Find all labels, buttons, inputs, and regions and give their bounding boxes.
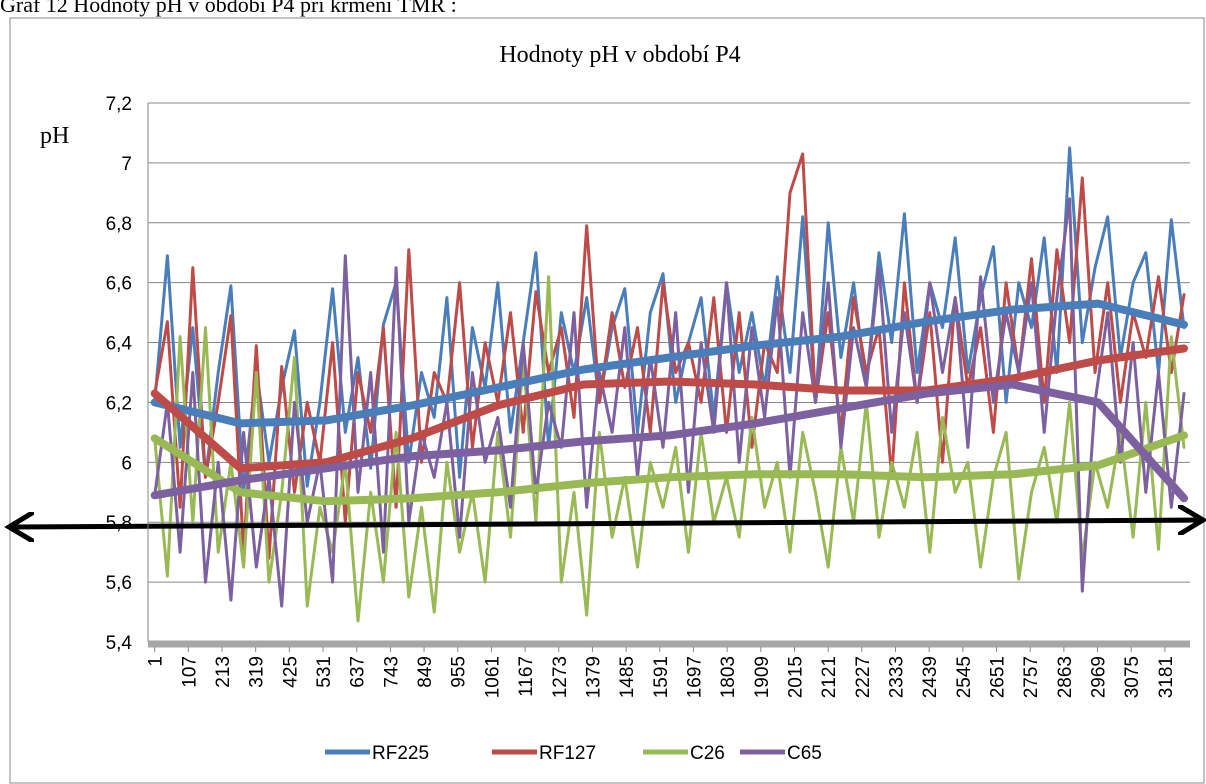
chart-title: Hodnoty pH v období P4 — [499, 42, 740, 68]
x-tick-label: 955 — [449, 656, 470, 688]
x-tick-label: 1061 — [482, 656, 503, 698]
x-tick-label: 1 — [146, 656, 167, 667]
x-tick-label: 1803 — [718, 656, 739, 698]
y-tick-label: 6 — [121, 453, 132, 474]
x-tick-label: 1591 — [651, 656, 672, 698]
caption: Graf 12 Hodnoty pH v období P4 při krmen… — [0, 0, 457, 17]
axes: 5,4 5,6 5,8 6 6,2 6,4 6,6 6,8 7 7,2 1 107 213 319 425 5… — [106, 94, 1190, 698]
y-tick-label: 5,6 — [106, 573, 132, 594]
y-tick-label: 6,8 — [106, 214, 132, 235]
y-tick-label: 5,4 — [106, 633, 133, 654]
x-tick-label: 425 — [280, 656, 301, 688]
x-tick-label: 2757 — [1021, 656, 1042, 698]
y-tick-label: 6,4 — [106, 334, 133, 355]
legend-label: RF225 — [372, 743, 429, 764]
x-tick-label: 107 — [179, 656, 200, 688]
legend-label: RF127 — [539, 743, 596, 764]
x-tick-label: 849 — [415, 656, 436, 688]
series-line — [153, 152, 1186, 560]
x-tick-label: 531 — [314, 656, 335, 688]
x-tick-label: 319 — [247, 656, 268, 688]
x-tick-label: 2333 — [887, 656, 908, 698]
x-tick-label: 2969 — [1089, 656, 1110, 698]
x-tick-label: 3075 — [1122, 656, 1143, 698]
x-tick-label: 1697 — [684, 656, 705, 698]
x-tick-label: 2863 — [1055, 656, 1076, 698]
x-tick-label: 2651 — [988, 656, 1009, 698]
trend-line — [150, 431, 1188, 506]
x-tick-label: 2121 — [819, 656, 840, 698]
x-tick-label: 1379 — [583, 656, 604, 698]
trend-line — [150, 344, 1188, 473]
trend-line — [150, 299, 1188, 428]
trend-line — [150, 380, 1188, 503]
trend-lines — [150, 299, 1188, 506]
y-tick-label: 5,8 — [106, 513, 132, 534]
x-tick-label: 2439 — [920, 656, 941, 698]
legend-label: C65 — [787, 743, 822, 764]
x-tick-label: 1909 — [752, 656, 773, 698]
y-tick-label: 6,2 — [106, 393, 132, 414]
x-tick-label: 2227 — [853, 656, 874, 698]
x-tick-label: 1485 — [617, 656, 638, 698]
x-tick-label: 3181 — [1156, 656, 1177, 698]
annotation-arrow — [14, 520, 1198, 527]
y-axis-label: pH — [40, 123, 69, 149]
y-tick-label: 7 — [121, 154, 132, 175]
legend-label: C26 — [690, 743, 725, 764]
legend: RF225 RF127 C26 C65 — [325, 743, 822, 764]
x-tick-label: 1167 — [516, 656, 537, 697]
x-tick-label: 1273 — [550, 656, 571, 698]
y-tick-label: 7,2 — [106, 94, 132, 115]
x-tick-label: 743 — [381, 656, 402, 688]
x-tick-label: 637 — [348, 656, 369, 688]
x-tick-label: 2015 — [785, 656, 806, 698]
x-tick-label: 213 — [213, 656, 234, 688]
y-tick-label: 6,6 — [106, 274, 132, 295]
x-tick-label: 2545 — [954, 656, 975, 698]
